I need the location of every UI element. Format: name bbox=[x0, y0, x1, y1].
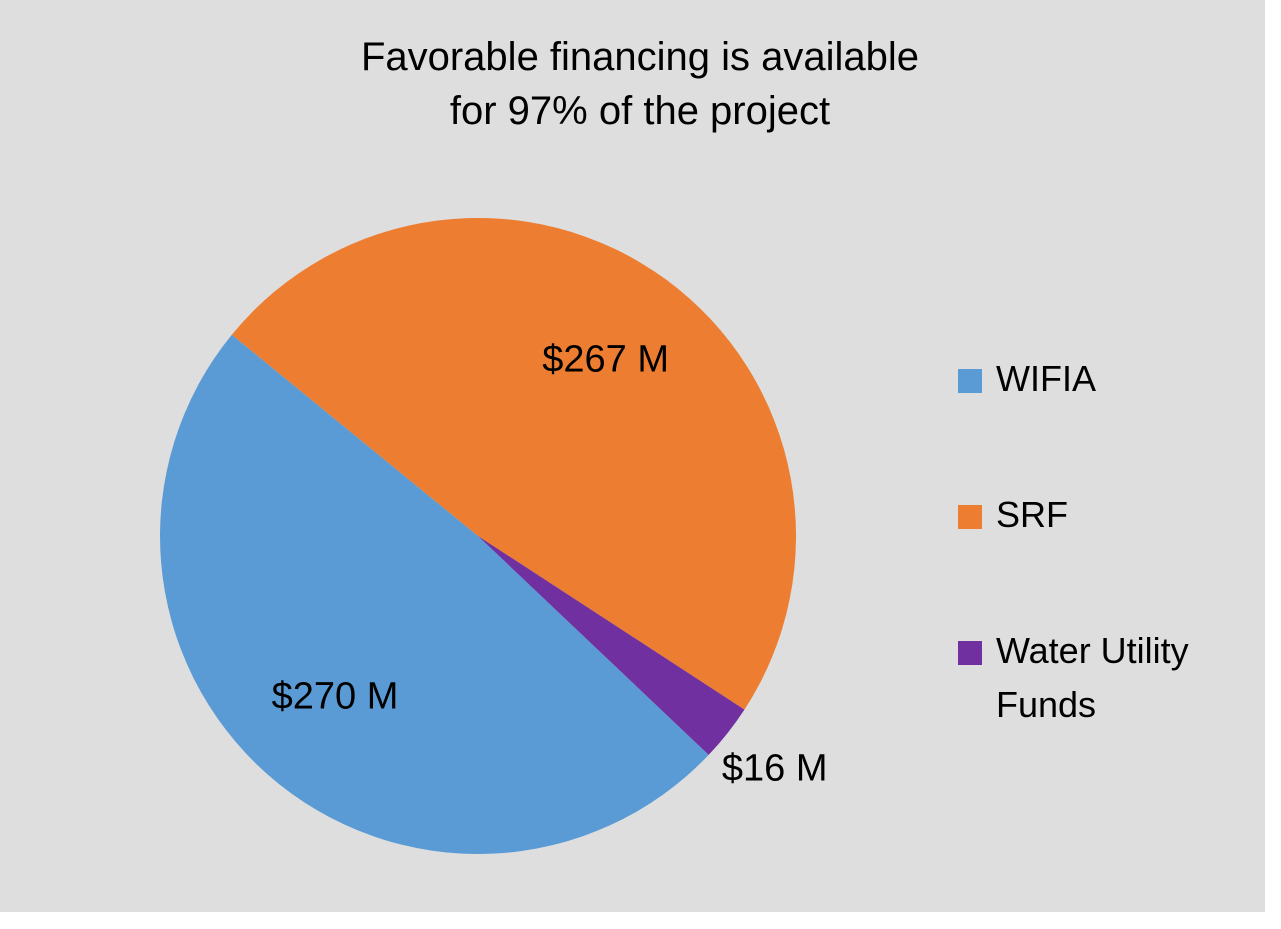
legend-item: WIFIA bbox=[958, 352, 1231, 406]
chart: Favorable financing is available for 97%… bbox=[160, 35, 919, 854]
data-label: $16 M bbox=[722, 747, 828, 789]
legend-label: SRF bbox=[996, 494, 1068, 535]
legend-swatch bbox=[958, 369, 982, 393]
data-label: $270 M bbox=[272, 675, 399, 717]
pie-slice bbox=[478, 536, 745, 755]
legend-label: Water Utility Funds bbox=[996, 630, 1189, 725]
data-label: $267 M bbox=[542, 338, 669, 380]
legend-swatch bbox=[958, 641, 982, 665]
chart-title: for 97% of the project bbox=[450, 89, 830, 133]
legend: WIFIA SRF Water Utility Funds bbox=[958, 352, 1258, 814]
chart-title: Favorable financing is available bbox=[361, 35, 919, 79]
legend-item: SRF bbox=[958, 488, 1231, 542]
legend-item: Water Utility Funds bbox=[958, 624, 1231, 732]
pie-slice bbox=[160, 334, 709, 854]
legend-swatch bbox=[958, 505, 982, 529]
pie-slice bbox=[231, 218, 796, 710]
legend-label: WIFIA bbox=[996, 358, 1096, 399]
